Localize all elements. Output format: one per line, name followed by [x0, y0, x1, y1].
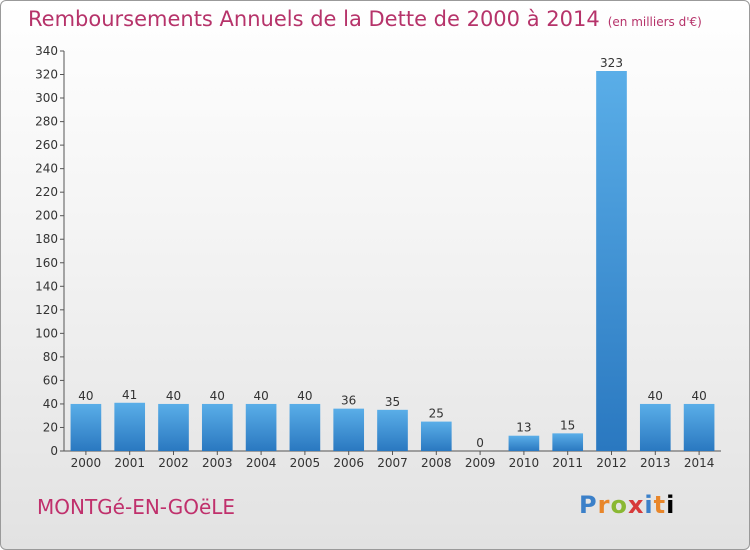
y-tick-label: 80	[43, 350, 58, 364]
x-tick-label: 2012	[596, 456, 627, 470]
bar-2003	[201, 403, 233, 451]
y-tick-label: 320	[35, 68, 58, 82]
y-tick-label: 300	[35, 91, 58, 105]
data-label-2001: 41	[122, 388, 137, 402]
bar-2007	[377, 409, 408, 451]
x-tick-label: 2008	[421, 456, 452, 470]
bar-2013	[639, 403, 671, 451]
data-label-2007: 35	[385, 395, 400, 409]
bar-2010	[508, 435, 540, 451]
x-tick-label: 2004	[246, 456, 277, 470]
bar-2011	[552, 433, 584, 451]
y-tick-label: 140	[35, 279, 58, 293]
y-tick-label: 180	[35, 232, 58, 246]
y-tick-label: 260	[35, 138, 58, 152]
data-label-2006: 36	[341, 394, 356, 408]
data-label-2009: 0	[476, 436, 484, 450]
y-tick-label: 120	[35, 303, 58, 317]
data-label-2010: 13	[516, 421, 531, 435]
x-tick-label: 2001	[114, 456, 145, 470]
bar-2014	[683, 403, 715, 451]
data-label-2003: 40	[210, 389, 225, 403]
bar-2006	[333, 408, 365, 451]
x-tick-label: 2003	[202, 456, 233, 470]
proxiti-logo: Proxiti	[579, 491, 675, 519]
data-label-2011: 15	[560, 418, 575, 432]
x-tick-label: 2011	[552, 456, 583, 470]
x-tick-label: 2009	[465, 456, 496, 470]
y-tick-label: 220	[35, 185, 58, 199]
x-tick-label: 2006	[333, 456, 364, 470]
data-label-2008: 25	[429, 407, 444, 421]
bar-2004	[245, 403, 277, 451]
x-tick-label: 2013	[640, 456, 671, 470]
logo-letter: o	[610, 491, 628, 519]
bar-2000	[70, 403, 102, 451]
logo-letter: r	[597, 491, 611, 519]
logo-letter: P	[579, 491, 598, 519]
y-tick-label: 340	[35, 44, 58, 58]
x-tick-label: 2005	[290, 456, 321, 470]
bar-2005	[289, 403, 321, 451]
x-tick-label: 2007	[377, 456, 408, 470]
y-tick-label: 280	[35, 115, 58, 129]
commune-name: MONTGé-EN-GOëLE	[37, 495, 236, 519]
y-tick-label: 100	[35, 326, 58, 340]
bar-2008	[420, 421, 452, 451]
data-label-2000: 40	[78, 389, 93, 403]
x-tick-label: 2000	[71, 456, 102, 470]
bar-2001	[114, 402, 146, 451]
y-tick-label: 20	[43, 420, 58, 434]
logo-letter: x	[627, 491, 645, 519]
y-tick-label: 0	[50, 444, 58, 458]
data-label-2014: 40	[691, 389, 706, 403]
chart-unit: (en milliers d'€)	[607, 15, 702, 29]
logo-letter: i	[666, 491, 676, 519]
data-label-2012: 323	[600, 56, 623, 70]
y-tick-label: 240	[35, 162, 58, 176]
y-tick-label: 160	[35, 256, 58, 270]
data-label-2013: 40	[648, 389, 663, 403]
data-label-2005: 40	[297, 389, 312, 403]
bar-2002	[158, 403, 189, 451]
x-tick-label: 2002	[158, 456, 189, 470]
x-tick-label: 2010	[509, 456, 540, 470]
y-tick-label: 60	[43, 373, 58, 387]
data-label-2004: 40	[253, 389, 268, 403]
chart-title: Remboursements Annuels de la Dette de 20…	[28, 7, 702, 31]
logo-letter: t	[653, 491, 667, 519]
y-tick-label: 200	[35, 209, 58, 223]
y-tick-label: 40	[43, 397, 58, 411]
x-tick-label: 2014	[684, 456, 715, 470]
logo-letter: i	[644, 491, 654, 519]
data-label-2002: 40	[166, 389, 181, 403]
chart-title-text: Remboursements Annuels de la Dette de 20…	[28, 7, 600, 31]
bar-2012	[596, 71, 627, 451]
